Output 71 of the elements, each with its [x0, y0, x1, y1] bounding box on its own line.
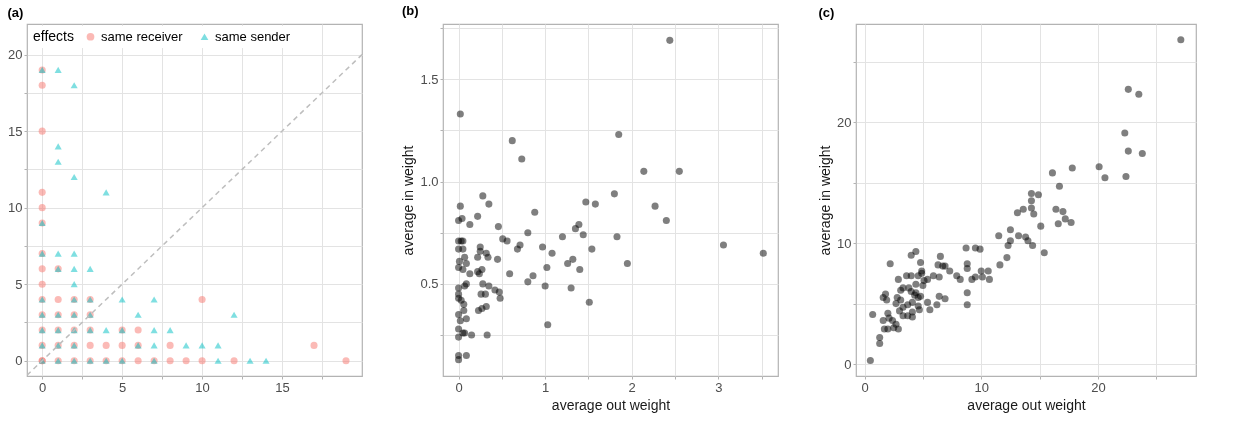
point — [198, 295, 206, 304]
point — [342, 357, 350, 365]
point — [86, 341, 94, 349]
y-axis-title: average in weight — [400, 145, 417, 256]
point — [102, 327, 110, 334]
x-tick-label: 10 — [974, 379, 989, 395]
x-tick-label: 2 — [628, 379, 636, 395]
y-tick-label: 20 — [8, 47, 23, 63]
point — [54, 250, 62, 257]
point — [134, 311, 142, 318]
legend-label: same sender — [215, 28, 291, 44]
chart-title: (b) — [401, 3, 419, 19]
point — [70, 265, 78, 272]
x-tick-label: 1 — [542, 379, 550, 395]
y-axis-title: average in weight — [817, 145, 834, 256]
point — [70, 250, 78, 257]
x-tick-label: 20 — [1091, 379, 1106, 395]
x-tick-label: 5 — [119, 379, 127, 395]
x-tick-label: 3 — [715, 379, 723, 395]
y-tick-label: 1.5 — [420, 71, 439, 87]
point — [38, 265, 46, 273]
point — [310, 341, 318, 349]
y-tick-label: 10 — [837, 235, 852, 251]
y-tick-label: 5 — [15, 276, 23, 292]
x-tick-label: 0 — [455, 379, 463, 395]
point — [262, 357, 270, 364]
point — [54, 295, 62, 304]
x-tick-label: 15 — [275, 379, 290, 395]
point — [166, 327, 174, 334]
y-tick-label: 0 — [15, 353, 23, 369]
point — [134, 326, 142, 334]
point — [38, 81, 46, 89]
point — [70, 82, 78, 89]
point — [118, 296, 126, 303]
y-tick-label: 20 — [837, 114, 852, 130]
point — [38, 204, 46, 212]
point — [214, 357, 222, 364]
chart-title: (a) — [7, 5, 24, 20]
y-tick-label: 15 — [8, 123, 23, 139]
point — [134, 357, 142, 365]
point — [118, 341, 126, 349]
legend-label: same receiver — [101, 28, 184, 44]
x-tick-label: 0 — [861, 379, 869, 395]
point — [86, 265, 94, 272]
point — [182, 357, 190, 365]
x-axis-title: average out weight — [551, 396, 671, 413]
x-axis-title: average out weight — [967, 396, 1086, 413]
point — [54, 158, 62, 165]
point — [166, 357, 174, 365]
point — [150, 296, 158, 303]
point — [70, 173, 78, 181]
x-tick-label: 0 — [39, 379, 47, 395]
point — [70, 281, 78, 288]
point — [198, 357, 206, 365]
point — [230, 311, 238, 318]
point — [150, 327, 158, 334]
point — [166, 341, 174, 349]
y-tick-label: 1.0 — [420, 174, 439, 190]
point — [38, 188, 46, 196]
legend-title: effects — [33, 28, 74, 44]
point — [54, 66, 62, 73]
point — [102, 341, 110, 349]
point — [38, 127, 46, 135]
x-tick-label: 10 — [195, 379, 210, 395]
point — [230, 357, 238, 365]
chart-title: (c) — [818, 5, 835, 20]
y-tick-label: 0 — [844, 356, 852, 372]
y-tick-label: 10 — [8, 200, 23, 216]
y-tick-label: 0.5 — [420, 276, 439, 292]
point — [246, 357, 254, 364]
point — [38, 280, 46, 288]
